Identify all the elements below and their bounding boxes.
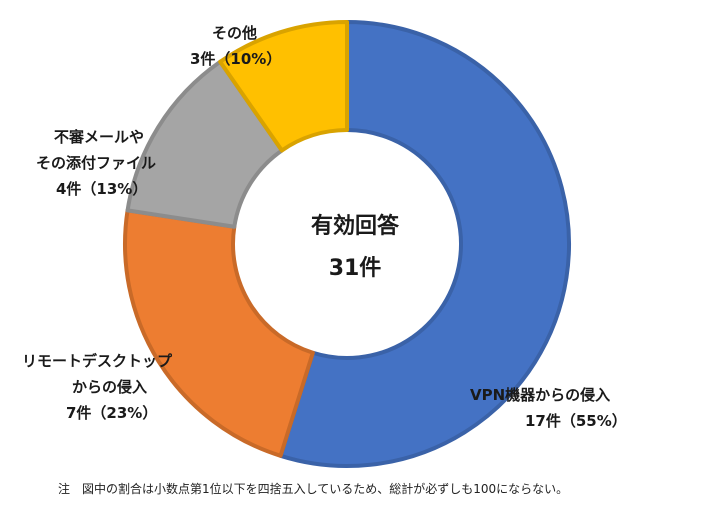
label-rdp-line2: からの侵入 — [72, 378, 148, 396]
label-rdp-line1: リモートデスクトップ — [22, 352, 173, 370]
label-other: その他 3件（10%） — [190, 20, 281, 72]
donut-slice-0 — [278, 20, 571, 468]
label-mail-line1: 不審メールや — [54, 128, 145, 146]
center-value: 31件 — [328, 256, 382, 281]
label-vpn-value: 17件（55%） — [525, 412, 627, 430]
label-mail-value: 4件（13%） — [56, 180, 148, 198]
donut-slice-3 — [218, 20, 349, 153]
label-vpn-name: VPN機器からの侵入 — [470, 386, 611, 404]
label-rdp-value: 7件（23%） — [66, 404, 158, 422]
label-vpn: VPN機器からの侵入 17件（55%） — [470, 382, 627, 434]
label-other-name: その他 — [212, 24, 258, 42]
center-label: 有効回答 31件 — [290, 208, 420, 282]
label-mail-line2: その添付ファイル — [36, 154, 157, 172]
label-rdp: リモートデスクトップ からの侵入 7件（23%） — [22, 348, 172, 426]
label-other-value: 3件（10%） — [190, 50, 282, 68]
label-mail: 不審メールや その添付ファイル 4件（13%） — [36, 124, 156, 202]
donut-slice-1 — [123, 208, 315, 458]
center-title: 有効回答 — [310, 214, 399, 239]
footnote: 注 図中の割合は小数点第1位以下を四捨五入しているため、総計が必ずしも100にな… — [58, 482, 569, 496]
